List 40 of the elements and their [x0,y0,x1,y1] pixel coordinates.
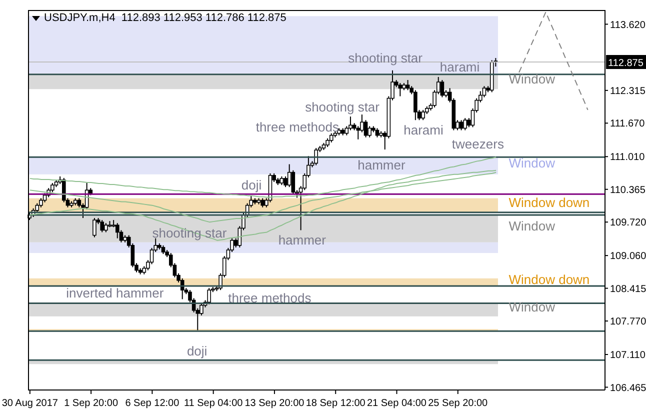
y-tick-label: 109.720 [610,218,646,229]
ref-line-label: 112.875 [608,58,644,70]
y-tick-label: 111.670 [610,118,646,130]
annotation: shooting star [348,50,422,66]
y-tick-label: 106.465 [610,382,646,394]
annotation: three methods [256,120,339,134]
annotation: hammer [358,158,406,172]
y-tick-label: 111.010 [610,152,646,164]
band-label: Window [508,218,556,234]
annotation: tweezers [452,136,504,152]
y-tick-label: 107.110 [610,350,646,362]
x-tick-label: 30 Aug 2017 [2,398,58,409]
band-label: Window [508,299,556,314]
annotation: doji [241,178,262,192]
x-tick-label: 1 Sep 20:00 [64,398,118,409]
y-tick-label: 110.365 [610,184,646,196]
band-label: Window [508,71,556,86]
x-tick-label: 21 Sep 04:00 [366,398,427,409]
y-tick-label: 108.415 [610,284,646,295]
annotation: harami [404,122,444,138]
annotation: shooting star [152,226,227,240]
band-label: Window down [508,272,590,287]
y-tick-label: 112.315 [610,86,646,97]
annotation: shooting star [305,100,380,114]
annotation: hammer [278,232,326,248]
x-tick-label: 6 Sep 12:00 [125,398,180,409]
chart-title: USDJPY.m,H4 112.893 112.953 112.786 112.875 [44,12,286,24]
band-label: Window down [508,194,590,210]
x-tick-label: 11 Sep 04:00 [184,398,244,409]
annotation: harami [440,60,480,74]
y-tick-label: 107.770 [610,316,646,328]
band-label: Window [508,155,556,170]
annotation: three methods [228,290,312,306]
y-tick-label: 109.060 [610,251,646,262]
annotation: inverted hammer [66,286,164,300]
x-tick-label: 18 Sep 12:00 [306,398,366,409]
x-tick-label: 13 Sep 20:00 [244,398,305,409]
annotation: doji [186,344,208,358]
y-tick-label: 113.620 [610,20,646,31]
x-tick-label: 25 Sep 20:00 [428,398,488,409]
